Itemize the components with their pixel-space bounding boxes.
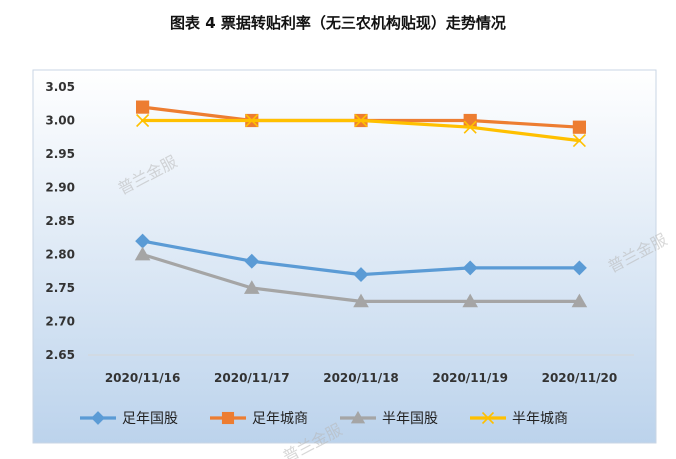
legend-label: 半年国股 [382, 411, 438, 427]
data-point-marker [244, 280, 260, 294]
chart-area-background [32, 69, 657, 444]
y-tick-label: 2.65 [45, 348, 75, 362]
series-1 [135, 233, 587, 283]
y-tick-label: 2.90 [45, 181, 75, 195]
data-point-marker [463, 120, 477, 134]
chart-title: 图表 4 票据转贴利率（无三农机构贴现）走势情况 [170, 14, 506, 32]
legend-label: 足年国股 [122, 411, 178, 427]
legend-marker [481, 411, 495, 425]
x-tick-label: 2020/11/16 [105, 371, 181, 385]
data-point-marker [136, 113, 150, 128]
x-tick-label: 2020/11/17 [214, 371, 290, 385]
data-point-marker [463, 113, 477, 128]
legend-item: 足年城商 [210, 411, 308, 427]
x-tick-label: 2020/11/18 [323, 371, 399, 385]
data-point-marker [462, 293, 478, 308]
legend-item: 半年国股 [340, 410, 438, 427]
data-point-marker [136, 100, 150, 114]
legend-label: 半年城商 [512, 411, 568, 427]
y-tick-label: 2.70 [45, 315, 75, 329]
legend-label: 足年城商 [252, 411, 308, 427]
y-tick-label: 2.75 [45, 281, 75, 295]
series-4 [136, 113, 586, 148]
y-tick-label: 2.95 [45, 147, 75, 161]
y-tick-label: 3.05 [45, 80, 75, 94]
data-point-marker [134, 246, 151, 261]
x-tick-label: 2020/11/19 [432, 371, 508, 385]
data-point-marker [354, 113, 368, 128]
data-point-marker [135, 233, 151, 249]
data-point-marker [571, 293, 588, 308]
data-point-marker [571, 260, 587, 276]
data-point-marker [353, 293, 369, 308]
data-point-marker [244, 253, 260, 269]
x-tick-label: 2020/11/20 [542, 371, 618, 385]
y-tick-label: 3.00 [45, 114, 75, 128]
y-tick-label: 2.80 [45, 248, 75, 262]
data-point-marker [245, 113, 259, 128]
legend-marker [350, 410, 366, 424]
legend-item: 足年国股 [80, 411, 178, 427]
legend-marker [91, 411, 105, 425]
legend-marker [221, 411, 235, 425]
series-3 [134, 246, 588, 308]
data-point-marker [572, 120, 586, 134]
legend-item: 半年城商 [470, 411, 568, 427]
data-point-marker [353, 267, 369, 283]
data-point-marker [462, 260, 478, 276]
y-tick-label: 2.85 [45, 214, 75, 228]
data-point-marker [572, 134, 586, 148]
